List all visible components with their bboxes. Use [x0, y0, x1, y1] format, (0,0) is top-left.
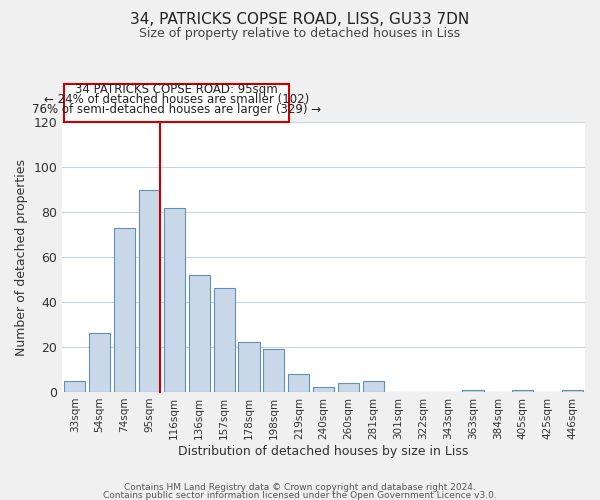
Bar [338, 383, 359, 392]
Text: Contains HM Land Registry data © Crown copyright and database right 2024.: Contains HM Land Registry data © Crown c… [124, 483, 476, 492]
Bar [363, 380, 384, 392]
Y-axis label: Number of detached properties: Number of detached properties [15, 158, 28, 356]
Bar [463, 390, 484, 392]
Bar [562, 390, 583, 392]
Text: Size of property relative to detached houses in Liss: Size of property relative to detached ho… [139, 28, 461, 40]
Bar [238, 342, 260, 392]
Text: 34 PATRICKS COPSE ROAD: 95sqm: 34 PATRICKS COPSE ROAD: 95sqm [75, 83, 278, 96]
Bar [114, 228, 135, 392]
Text: 76% of semi-detached houses are larger (329) →: 76% of semi-detached houses are larger (… [32, 103, 321, 116]
Bar [188, 275, 210, 392]
Bar [512, 390, 533, 392]
Bar [313, 388, 334, 392]
Text: 34, PATRICKS COPSE ROAD, LISS, GU33 7DN: 34, PATRICKS COPSE ROAD, LISS, GU33 7DN [130, 12, 470, 28]
FancyBboxPatch shape [64, 84, 289, 122]
Bar [139, 190, 160, 392]
Bar [164, 208, 185, 392]
Text: Contains public sector information licensed under the Open Government Licence v3: Contains public sector information licen… [103, 492, 497, 500]
Bar [89, 334, 110, 392]
Text: ← 24% of detached houses are smaller (102): ← 24% of detached houses are smaller (10… [44, 93, 309, 106]
X-axis label: Distribution of detached houses by size in Liss: Distribution of detached houses by size … [178, 444, 469, 458]
Bar [64, 380, 85, 392]
Bar [214, 288, 235, 392]
Bar [263, 349, 284, 392]
Bar [288, 374, 310, 392]
